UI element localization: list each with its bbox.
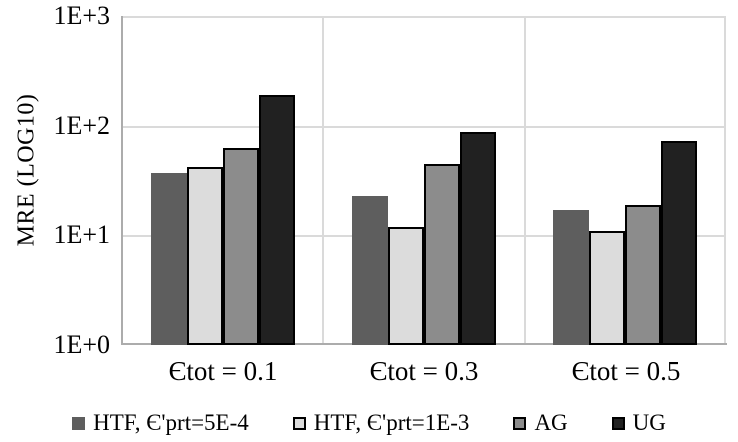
bar-series0-group0: [151, 173, 187, 345]
x-category-label: Єtot = 0.1: [168, 356, 278, 386]
plot-area: [121, 16, 727, 345]
bar-series3-group2: [661, 141, 697, 345]
legend-swatch: [611, 416, 625, 430]
legend-label: UG: [632, 410, 666, 435]
y-tick-label: 1E+0: [53, 330, 110, 359]
bar-series1-group2: [589, 231, 625, 345]
bar-series2-group0: [223, 148, 259, 345]
legend-label: HTF, Є'prt=5E-4: [93, 410, 249, 435]
bar-series1-group0: [187, 167, 223, 345]
bar-series2-group2: [625, 205, 661, 345]
x-category-label: Єtot = 0.3: [369, 356, 479, 386]
vertical-gridline: [524, 16, 526, 345]
horizontal-gridline: [122, 126, 726, 128]
plot-right-border: [724, 16, 726, 345]
bar-series3-group0: [259, 95, 295, 345]
bar-series1-group1: [388, 227, 424, 345]
bar-series2-group1: [424, 164, 460, 345]
bar-series3-group1: [460, 132, 496, 345]
legend-swatch: [72, 416, 86, 430]
y-tick-label: 1E+1: [53, 220, 110, 249]
legend: HTF, Є'prt=5E-4 HTF, Є'prt=1E-3 AG UG: [0, 406, 738, 440]
legend-label: AG: [534, 410, 568, 435]
y-tick-label: 1E+2: [53, 111, 110, 140]
x-category-label: Єtot = 0.5: [571, 356, 681, 386]
legend-item: HTF, Є'prt=1E-3: [292, 410, 470, 436]
bar-series0-group1: [352, 196, 388, 345]
legend-swatch: [292, 416, 306, 430]
legend-label: HTF, Є'prt=1E-3: [313, 410, 470, 435]
legend-item: UG: [611, 410, 666, 436]
y-axis-line: [121, 16, 123, 345]
y-tick-label: 1E+3: [53, 1, 110, 30]
legend-item: HTF, Є'prt=5E-4: [72, 410, 249, 436]
legend-swatch: [513, 416, 527, 430]
horizontal-gridline: [122, 16, 726, 18]
vertical-gridline: [322, 16, 324, 345]
bar-series0-group2: [553, 210, 589, 345]
legend-item: AG: [513, 410, 568, 436]
